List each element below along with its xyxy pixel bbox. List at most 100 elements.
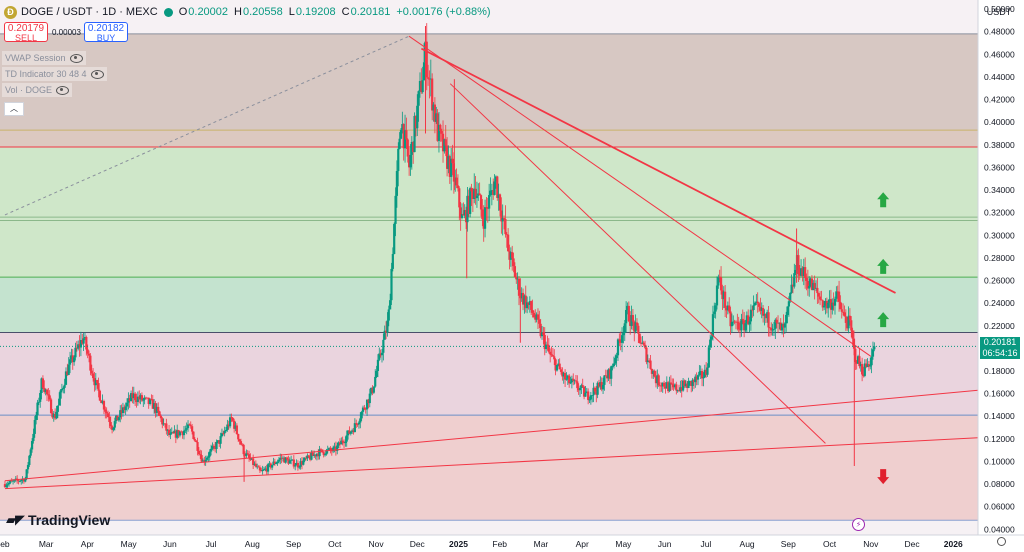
candle-body [623, 323, 626, 334]
candle-body [478, 193, 481, 196]
time-tick-label: Apr [81, 539, 94, 549]
candle-body [294, 465, 297, 467]
candle-body [422, 62, 426, 81]
gear-icon[interactable] [997, 537, 1006, 546]
candle-body [279, 457, 282, 460]
time-tick-label: Jul [700, 539, 711, 549]
lightning-icon[interactable]: ⚡ [852, 518, 865, 531]
candle-body [450, 158, 453, 177]
candle-body [315, 453, 318, 457]
trend-line [420, 47, 896, 294]
candle-body [755, 301, 758, 303]
candle-body [124, 406, 127, 411]
candle-body [545, 344, 548, 350]
buy-button[interactable]: 0.20182 BUY [84, 22, 128, 43]
candle-body [254, 463, 257, 467]
candle-body [774, 319, 777, 329]
eye-icon[interactable] [69, 53, 83, 63]
time-tick-label: eb [0, 539, 10, 549]
candle-body [854, 348, 857, 363]
candle-body [106, 413, 110, 417]
candle-body [679, 387, 682, 392]
candle-body [767, 312, 770, 328]
candle-body [482, 219, 485, 229]
eye-icon[interactable] [56, 85, 70, 95]
candle-body [848, 315, 852, 321]
time-tick-label: Dec [410, 539, 426, 549]
candle-body [601, 384, 605, 390]
candles [3, 23, 876, 489]
candle-body [780, 324, 784, 331]
candle-body [224, 429, 228, 432]
candle-body [292, 459, 295, 467]
symbol-header[interactable]: Ð DOGE / USDT · 1D · MEXC O 0.20002 H 0.… [4, 4, 497, 20]
eye-icon[interactable] [90, 69, 104, 79]
candle-body [798, 274, 801, 276]
candle-body [200, 455, 203, 462]
candle-body [218, 440, 221, 444]
candle-body [188, 424, 191, 426]
candle-body [5, 485, 8, 487]
candle-body [577, 388, 580, 391]
candle-body [513, 266, 517, 278]
candle-body [547, 345, 550, 352]
candle-body [474, 188, 477, 199]
candle-body [847, 315, 850, 329]
candle-body [48, 395, 51, 400]
candle-body [272, 461, 275, 466]
candle-body [467, 195, 470, 214]
candle-body [184, 429, 187, 431]
candle-body [558, 363, 561, 370]
candle-body [108, 416, 111, 423]
candle-body [692, 379, 696, 383]
candle-body [462, 214, 465, 216]
buy-label: BUY [96, 33, 116, 43]
price-zone [0, 130, 978, 148]
candle-body [93, 378, 96, 386]
indicator-td[interactable]: TD Indicator 30 48 4 [2, 67, 107, 81]
tradingview-logo[interactable]: ▰◤ TradingView [6, 512, 110, 528]
time-tick-label: Oct [328, 539, 342, 549]
candle-body [47, 394, 50, 396]
candle-body [732, 321, 735, 323]
currency-selector[interactable]: USDT [986, 7, 1012, 17]
indicator-volume[interactable]: Vol · DOGE [2, 83, 73, 97]
candle-body [435, 113, 438, 122]
candle-body [508, 251, 511, 260]
candle-body [818, 296, 822, 300]
candle-body [14, 478, 17, 480]
candle-body [592, 387, 595, 396]
candle-body [365, 399, 369, 410]
candle-body [258, 467, 262, 471]
candle-body [332, 447, 335, 452]
candle-body [477, 193, 480, 196]
candle-body [444, 139, 447, 146]
candle-body [721, 290, 724, 300]
candle-body [789, 292, 792, 302]
candle-body [611, 366, 614, 367]
candle-body [290, 459, 293, 461]
candle-body [614, 358, 617, 364]
candle-body [154, 403, 157, 413]
collapse-indicators-button[interactable]: ︿ [4, 102, 24, 116]
candle-body [488, 195, 491, 209]
chevron-up-icon: ︿ [10, 104, 18, 113]
candle-body [562, 373, 565, 377]
candle-body [399, 129, 403, 139]
price-axis[interactable] [978, 0, 1024, 535]
candle-body [603, 375, 606, 385]
candle-body [820, 299, 823, 301]
candle-body [363, 407, 366, 409]
indicator-vwap[interactable]: VWAP Session [2, 51, 86, 65]
candle-body [856, 356, 860, 364]
candle-body [759, 306, 762, 311]
candle-body [696, 375, 700, 380]
candle-body [637, 325, 640, 334]
time-axis[interactable] [0, 535, 1024, 552]
candle-body [630, 315, 633, 326]
candle-body [485, 207, 488, 209]
sell-button[interactable]: 0.20179 SELL [4, 22, 48, 43]
symbol-title[interactable]: DOGE / USDT · 1D · MEXC [21, 6, 158, 18]
candle-body [59, 390, 62, 399]
